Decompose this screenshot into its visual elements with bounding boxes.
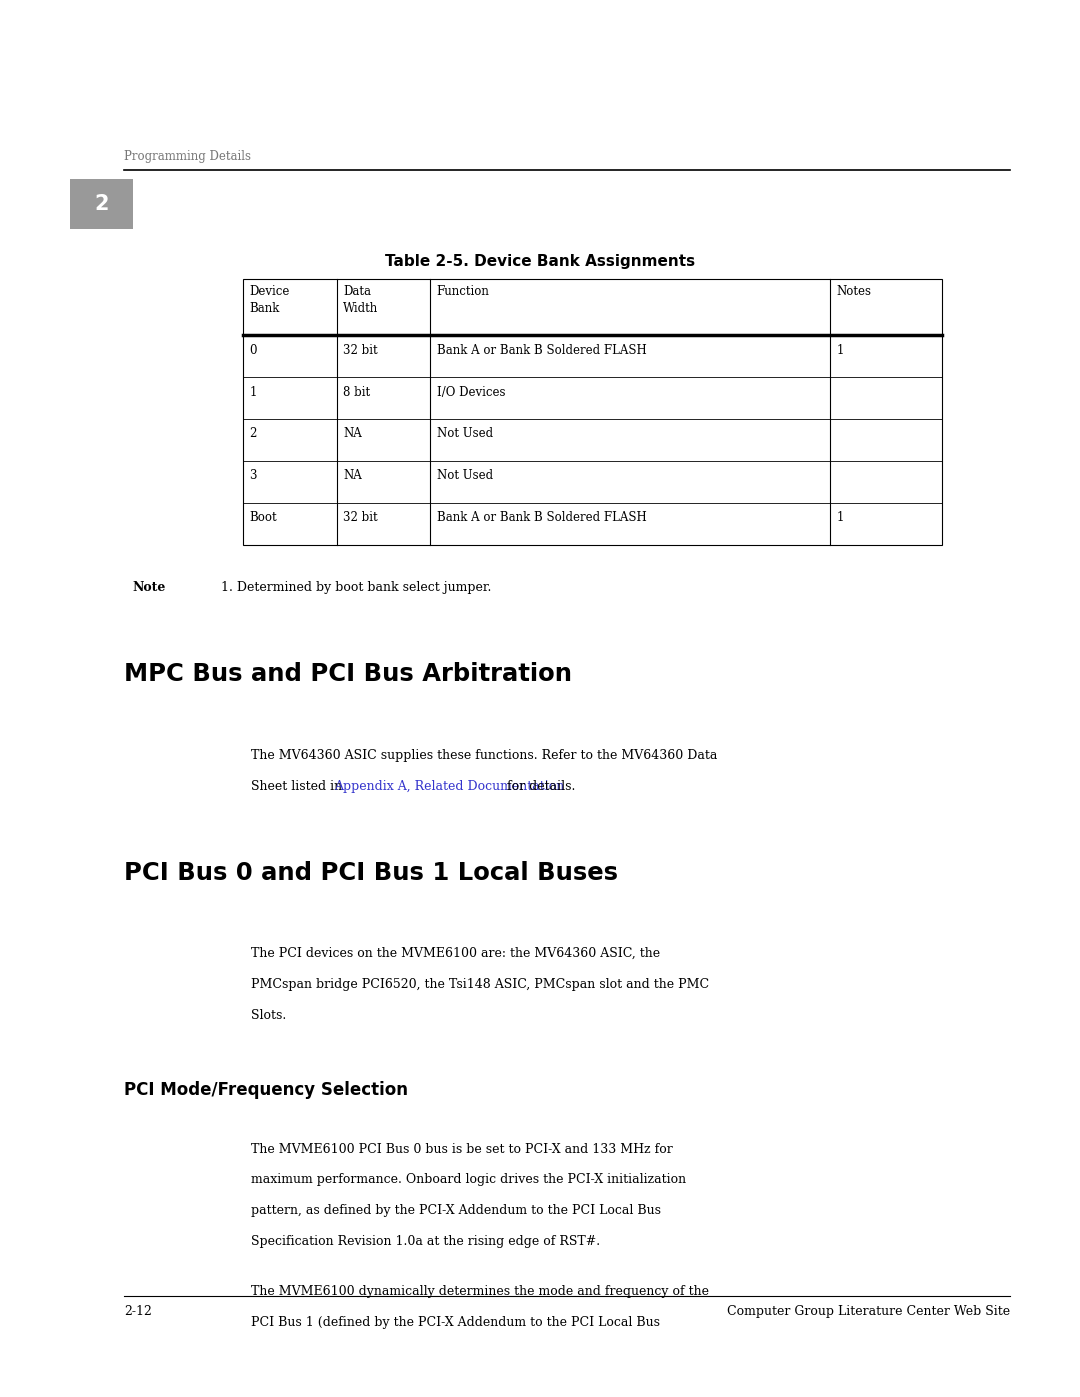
Text: pattern, as defined by the PCI-X Addendum to the PCI Local Bus: pattern, as defined by the PCI-X Addendu… <box>251 1204 661 1217</box>
Text: 1. Determined by boot bank select jumper.: 1. Determined by boot bank select jumper… <box>221 581 491 594</box>
Text: 32 bit: 32 bit <box>343 511 378 524</box>
Text: Function: Function <box>436 285 489 298</box>
Bar <box>243 279 942 545</box>
Text: The MV64360 ASIC supplies these functions. Refer to the MV64360 Data: The MV64360 ASIC supplies these function… <box>251 749 717 761</box>
Text: maximum performance. Onboard logic drives the PCI-X initialization: maximum performance. Onboard logic drive… <box>251 1173 686 1186</box>
Text: NA: NA <box>343 427 362 440</box>
Text: Data
Width: Data Width <box>343 285 378 314</box>
Text: Boot: Boot <box>249 511 278 524</box>
Text: Appendix A, Related Documentation: Appendix A, Related Documentation <box>335 780 565 792</box>
Text: 3: 3 <box>249 469 257 482</box>
Text: PCI Bus 0 and PCI Bus 1 Local Buses: PCI Bus 0 and PCI Bus 1 Local Buses <box>124 861 618 884</box>
Text: Not Used: Not Used <box>436 427 492 440</box>
Text: 32 bit: 32 bit <box>343 344 378 356</box>
Text: The PCI devices on the MVME6100 are: the MV64360 ASIC, the: The PCI devices on the MVME6100 are: the… <box>251 947 660 960</box>
Text: 2-12: 2-12 <box>124 1305 152 1317</box>
Text: Programming Details: Programming Details <box>124 151 252 163</box>
Text: Table 2-5. Device Bank Assignments: Table 2-5. Device Bank Assignments <box>384 254 696 270</box>
Text: 8 bit: 8 bit <box>343 386 370 398</box>
Text: Not Used: Not Used <box>436 469 492 482</box>
Text: Device
Bank: Device Bank <box>249 285 289 314</box>
Text: Note: Note <box>133 581 166 594</box>
Text: Specification Revision 1.0a at the rising edge of RST#.: Specification Revision 1.0a at the risin… <box>251 1235 599 1248</box>
Text: Bank A or Bank B Soldered FLASH: Bank A or Bank B Soldered FLASH <box>436 511 647 524</box>
Text: NA: NA <box>343 469 362 482</box>
Text: PMCspan bridge PCI6520, the Tsi148 ASIC, PMCspan slot and the PMC: PMCspan bridge PCI6520, the Tsi148 ASIC,… <box>251 978 708 990</box>
Text: 0: 0 <box>249 344 257 356</box>
Text: Notes: Notes <box>836 285 872 298</box>
Text: I/O Devices: I/O Devices <box>436 386 505 398</box>
Text: Slots.: Slots. <box>251 1009 286 1021</box>
Text: 1: 1 <box>836 344 843 356</box>
Text: 1: 1 <box>249 386 257 398</box>
Text: 1: 1 <box>836 511 843 524</box>
Text: PCI Bus 1 (defined by the PCI-X Addendum to the PCI Local Bus: PCI Bus 1 (defined by the PCI-X Addendum… <box>251 1316 660 1329</box>
Text: for details.: for details. <box>508 780 576 792</box>
Text: The MVME6100 dynamically determines the mode and frequency of the: The MVME6100 dynamically determines the … <box>251 1285 708 1298</box>
Text: MPC Bus and PCI Bus Arbitration: MPC Bus and PCI Bus Arbitration <box>124 662 572 686</box>
Text: PCI Mode/Frequency Selection: PCI Mode/Frequency Selection <box>124 1081 408 1099</box>
Text: 2: 2 <box>249 427 257 440</box>
FancyBboxPatch shape <box>70 179 133 229</box>
Text: Bank A or Bank B Soldered FLASH: Bank A or Bank B Soldered FLASH <box>436 344 647 356</box>
Text: 2: 2 <box>94 194 109 214</box>
Text: Sheet listed in: Sheet listed in <box>251 780 346 792</box>
Text: The MVME6100 PCI Bus 0 bus is be set to PCI-X and 133 MHz for: The MVME6100 PCI Bus 0 bus is be set to … <box>251 1143 673 1155</box>
Text: Computer Group Literature Center Web Site: Computer Group Literature Center Web Sit… <box>727 1305 1010 1317</box>
